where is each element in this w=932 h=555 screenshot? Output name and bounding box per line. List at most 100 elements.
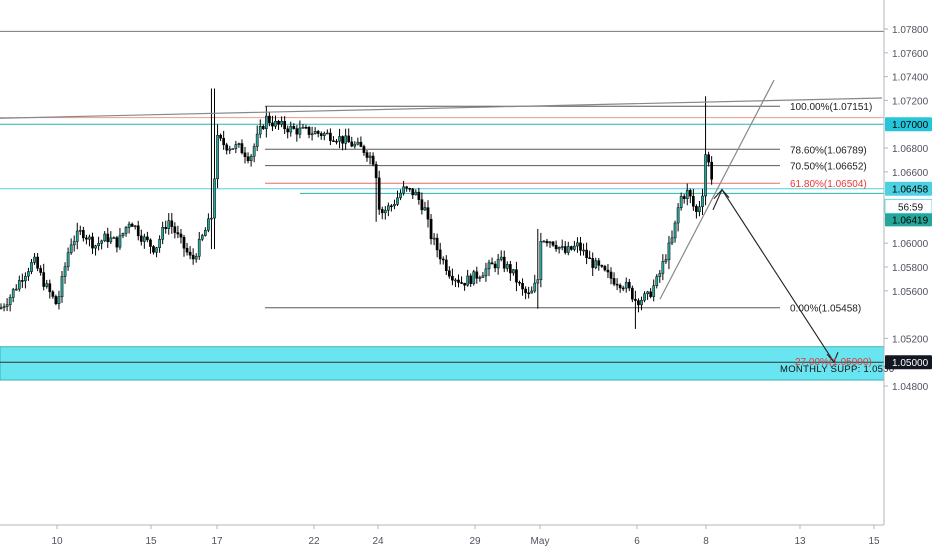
- candle-body: [194, 255, 198, 260]
- time-tick-label: 10: [51, 536, 63, 547]
- candle-body: [188, 251, 192, 256]
- candle-body: [460, 282, 463, 284]
- candle-body: [566, 246, 570, 253]
- candle-body: [200, 235, 204, 240]
- candle-body: [499, 256, 503, 260]
- candle-body: [490, 262, 494, 265]
- candle-body: [127, 223, 131, 228]
- candle-body: [570, 246, 573, 250]
- candle-body: [365, 152, 369, 158]
- candle-body: [695, 206, 698, 212]
- candle-body: [350, 141, 354, 147]
- candle-body: [652, 285, 656, 297]
- candle-body: [515, 269, 518, 283]
- candle-body: [533, 282, 537, 292]
- support-zone[interactable]: [0, 346, 885, 381]
- candle-body: [402, 186, 405, 194]
- candle-body: [341, 136, 344, 144]
- time-tick-label: 29: [469, 536, 481, 547]
- candle-body: [536, 279, 540, 284]
- candle-body: [274, 120, 277, 127]
- candle-body: [420, 199, 424, 211]
- candle-body: [618, 284, 622, 289]
- candle-body: [222, 137, 226, 146]
- candle-body: [441, 258, 445, 261]
- candle-body: [60, 276, 64, 297]
- candle-body: [563, 246, 567, 253]
- candle-body: [338, 136, 341, 142]
- candle-body: [591, 258, 595, 268]
- candle-body: [24, 275, 27, 282]
- candle-body: [179, 233, 183, 238]
- candle-body: [286, 128, 290, 133]
- candle-body: [88, 236, 91, 240]
- candle-body: [685, 190, 689, 199]
- candle-body: [100, 240, 104, 244]
- candle-body: [207, 218, 210, 231]
- candle-body: [457, 279, 460, 283]
- price-tick-label: 1.05600: [892, 287, 929, 298]
- candle-body: [438, 249, 442, 260]
- candle-body: [289, 126, 293, 133]
- candle-body: [673, 222, 677, 239]
- candle-body: [33, 256, 36, 263]
- projection-path[interactable]: [712, 188, 835, 363]
- candle-body: [237, 143, 241, 145]
- time-tick-label: 22: [308, 536, 320, 547]
- candle-body: [545, 240, 549, 244]
- candle-body: [539, 241, 543, 280]
- candle-body: [146, 236, 149, 241]
- candle-body: [204, 229, 207, 236]
- candle-body: [280, 120, 283, 125]
- price-tag[interactable]: [885, 181, 932, 196]
- candle-body: [426, 207, 430, 220]
- candle-body: [362, 146, 366, 153]
- candle-body: [234, 144, 238, 149]
- candle-body: [524, 288, 527, 294]
- candle-body: [319, 133, 323, 136]
- candle-body: [182, 236, 186, 249]
- trendline[interactable]: [659, 79, 775, 300]
- price-tag[interactable]: [885, 355, 932, 370]
- candle-body: [707, 154, 710, 163]
- candle-body: [478, 277, 482, 279]
- candle-body: [585, 249, 588, 259]
- candle-body: [252, 146, 256, 157]
- price-tick-label: 1.05200: [892, 334, 929, 345]
- candle-body: [487, 262, 491, 270]
- price-tag[interactable]: [885, 212, 932, 227]
- candle-body: [8, 297, 12, 305]
- candle-body: [21, 280, 24, 282]
- candle-body: [121, 233, 125, 237]
- candle-body: [582, 249, 585, 252]
- candle-body: [69, 244, 73, 254]
- candle-body: [30, 262, 33, 272]
- candle-body: [277, 120, 280, 125]
- candle-body: [451, 275, 454, 281]
- candle-body: [383, 209, 387, 214]
- candle-body: [679, 196, 683, 209]
- candle-body: [213, 178, 216, 219]
- candle-body: [109, 237, 113, 243]
- candle-body: [692, 195, 695, 207]
- candle-body: [399, 192, 402, 199]
- price-tick-label: 1.07600: [892, 49, 929, 60]
- candle-body: [45, 283, 49, 287]
- candle-body: [170, 220, 174, 227]
- candle-body: [265, 115, 268, 129]
- candle-body: [377, 177, 381, 210]
- candle-body: [48, 283, 52, 293]
- candle-body: [63, 266, 67, 277]
- candle-body: [82, 230, 85, 239]
- price-tick-label: 1.06800: [892, 144, 929, 155]
- candle-body: [191, 254, 195, 260]
- candle-body: [368, 155, 372, 158]
- countdown-tag: [884, 198, 932, 214]
- candle-body: [432, 237, 436, 240]
- price-tag[interactable]: [885, 117, 932, 132]
- candle-body: [475, 271, 479, 279]
- trendline[interactable]: [0, 97, 883, 119]
- candle-body: [554, 244, 558, 250]
